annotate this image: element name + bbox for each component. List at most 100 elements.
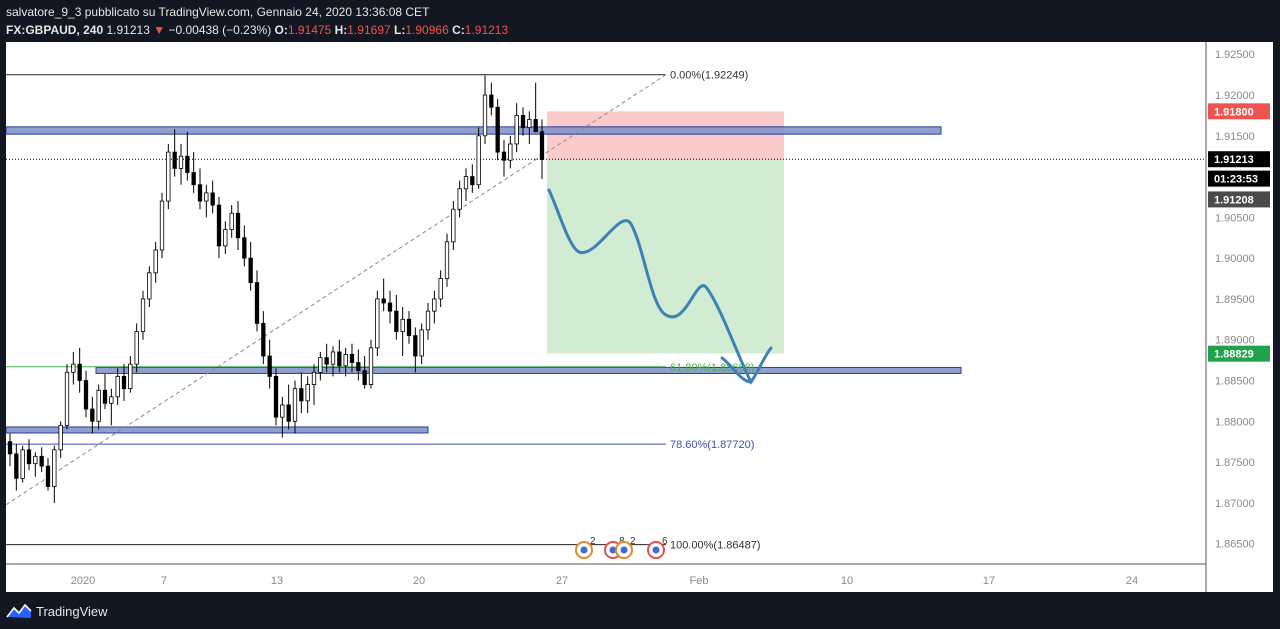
close-value: 1.91213 [464,23,509,37]
candle-body [438,278,443,300]
candle-body [210,192,215,206]
y-tick-label: 1.87000 [1215,498,1255,510]
x-tick-label: 17 [983,575,995,587]
candle-body [413,335,418,357]
time-axis [6,564,1206,592]
price-tag-label: 1.91800 [1214,106,1254,118]
candle-body [216,204,222,247]
candle-body [400,318,405,332]
support-resistance-zone [6,426,429,434]
candle-body [7,441,13,455]
price-tag-box [1208,151,1270,168]
candle-body [261,322,266,357]
fib-level-label: 100.00%(1.86487) [670,540,761,552]
candle-body [394,310,399,332]
high-label: H: [334,23,348,37]
candle-body [14,453,19,479]
x-tick-label: 2020 [71,575,95,587]
price-chart[interactable]: 1.925001.920001.915001.910001.905001.900… [6,42,1273,592]
candle-body [26,449,32,465]
candle-body [349,353,355,363]
tradingview-footer[interactable]: TradingView [6,601,108,621]
candle-body [489,94,494,108]
candle-body [375,298,380,349]
candle-body [229,212,234,230]
x-tick-label: 20 [413,575,425,587]
candle-body [495,106,500,153]
candle-body [470,176,475,186]
candle-body [45,465,51,487]
candle-body [273,376,279,418]
candle-body [508,143,513,161]
candle-body [324,357,329,365]
x-tick-label: 13 [271,575,283,587]
x-tick-label: 7 [161,575,167,587]
flag-icon [609,546,617,554]
candle-body [463,176,469,190]
candle-body [204,192,209,202]
support-resistance-zone [6,126,942,135]
y-tick-label: 1.89000 [1215,335,1255,347]
fib-level-label: 78.60%(1.87720) [670,439,754,451]
candle-body [178,155,184,169]
candle-body [166,151,171,202]
candle-body [286,404,291,422]
symbol-label: FX:GBPAUD, 240 [6,23,104,37]
candle-body [115,376,120,398]
x-tick-label: 24 [1126,575,1138,587]
candle-body [432,298,437,312]
y-tick-label: 1.88500 [1215,375,1255,387]
y-tick-label: 1.87500 [1215,457,1255,469]
header-author-line: salvatore_9_3 pubblicato su TradingView.… [6,5,429,19]
candle-body [451,208,456,243]
candle-body [147,272,152,300]
candle-body [337,351,342,367]
candle-body [140,298,146,332]
open-value: 1.91475 [287,23,332,37]
candle-body [539,131,545,160]
candle-body [235,212,241,239]
candle-body [90,408,95,422]
candle-body [254,282,260,324]
chart-area[interactable]: 1.925001.920001.915001.910001.905001.900… [6,42,1273,592]
candle-body [71,363,76,373]
candle-body [191,172,196,186]
event-count: 2 [590,536,596,547]
price-tag-box [1208,170,1270,187]
candle-body [172,151,177,169]
candle-body [457,188,462,210]
candle-body [305,384,310,402]
candle-body [121,376,127,390]
price-tag-box [1208,103,1270,120]
candle-body [299,388,304,402]
candle-body [96,389,101,422]
candle-body [197,184,203,202]
candle-body [292,388,298,422]
candle-body [280,404,285,418]
author-line: salvatore_9_3 pubblicato su TradingView.… [6,5,430,19]
price-tag-label: 1.91208 [1214,194,1254,206]
candle-body [20,449,25,479]
candle-body [267,355,272,377]
last-price: 1.91213 [106,23,150,37]
fib-trend-line [6,74,667,506]
candle-body [368,347,374,385]
price-axis [1206,42,1273,592]
x-tick-label: 10 [841,575,853,587]
candle-body [330,351,336,365]
y-tick-label: 1.89500 [1215,294,1255,306]
event-count: 2 [630,536,636,547]
candle-body [134,331,139,365]
flag-icon [580,546,588,554]
candle-body [33,455,38,465]
support-resistance-zone [95,366,962,374]
change-value: −0.00438 (−0.23%) [168,23,272,37]
flag-icon [652,546,660,554]
candle-body [242,237,247,259]
flag-icon [620,546,628,554]
price-tag-label: 1.88829 [1214,349,1254,361]
x-tick-label: 27 [556,575,568,587]
candle-body [419,329,424,357]
candle-body [318,357,323,373]
price-tag-label: 01:23:53 [1214,174,1258,186]
